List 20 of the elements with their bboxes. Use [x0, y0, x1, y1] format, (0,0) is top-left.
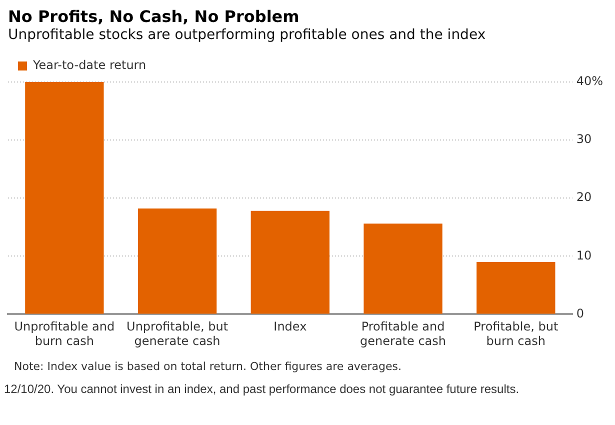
chart-subtitle: Unprofitable stocks are outperforming profitable ones and the index	[8, 27, 486, 44]
bar	[25, 82, 104, 314]
bar	[364, 224, 442, 314]
x-tick-label: Unprofitable and burn cash	[14, 320, 115, 348]
x-tick-label: Index	[274, 320, 307, 334]
bar	[476, 262, 556, 314]
chart-title: No Profits, No Cash, No Problem	[8, 6, 300, 26]
y-tick-label: 10	[576, 248, 592, 262]
x-tick-label: Unprofitable, but generate cash	[126, 320, 228, 348]
y-tick-label: 30	[576, 132, 592, 146]
y-tick-label: 0	[576, 306, 584, 320]
x-tick-label: Profitable, but burn cash	[474, 320, 558, 348]
bar	[250, 210, 330, 314]
bar	[138, 208, 217, 314]
x-tick-label: Profitable and generate cash	[360, 320, 446, 348]
y-tick-label: 20	[576, 190, 592, 204]
y-tick-label: 40%	[576, 74, 603, 88]
text: 12/10/20. You cannot invest in an index, and past performance does not guarantee future results.	[4, 382, 520, 396]
text: Note: Index value is based on total return. Other figures are averages.	[14, 360, 402, 373]
legend-label: Year-to-date return	[32, 58, 146, 72]
